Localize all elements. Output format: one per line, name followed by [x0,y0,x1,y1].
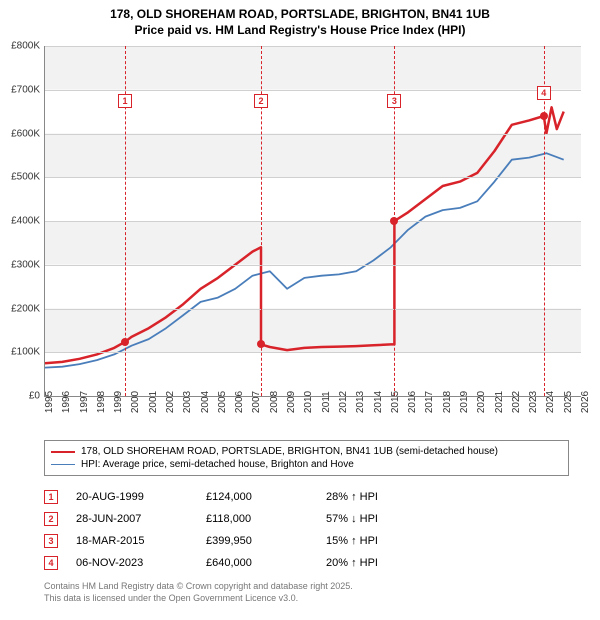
legend-swatch-property [51,451,75,453]
x-tick-label: 2001 [148,391,159,413]
transaction-row: 1 20-AUG-1999£124,00028% ↑ HPI [44,486,436,508]
transaction-price: £124,000 [206,491,326,503]
y-tick-label: £0 [0,391,40,402]
x-tick-label: 2026 [580,391,591,413]
transaction-marker: 3 [44,534,58,548]
x-tick-label: 2002 [165,391,176,413]
x-tick-label: 2009 [286,391,297,413]
y-tick-label: £100K [0,347,40,358]
transaction-delta: 28% ↑ HPI [326,491,436,503]
transaction-delta: 20% ↑ HPI [326,557,436,569]
chart-area: 1 2 3 4 £0 £100K £200K £300K £400K £500K £600K £70… [0,46,600,432]
transaction-marker: 4 [44,556,58,570]
marker-box: 1 [118,94,132,108]
x-tick-label: 2022 [511,391,522,413]
x-tick-label: 2017 [424,391,435,413]
x-tick-label: 2006 [234,391,245,413]
x-tick-label: 2013 [355,391,366,413]
chart-container: 178, OLD SHOREHAM ROAD, PORTSLADE, BRIGH… [0,0,600,620]
x-tick-label: 2018 [442,391,453,413]
transaction-row: 3 18-MAR-2015£399,95015% ↑ HPI [44,530,436,552]
transaction-date: 18-MAR-2015 [76,535,206,547]
legend-label-hpi: HPI: Average price, semi-detached house,… [81,459,354,470]
x-tick-label: 2020 [476,391,487,413]
footnote-line-1: Contains HM Land Registry data © Crown c… [44,581,353,591]
y-tick-label: £200K [0,303,40,314]
legend-item-hpi: HPI: Average price, semi-detached house,… [51,458,562,471]
x-tick-label: 2010 [303,391,314,413]
x-tick-label: 2025 [563,391,574,413]
y-tick-label: £300K [0,259,40,270]
legend-item-property: 178, OLD SHOREHAM ROAD, PORTSLADE, BRIGH… [51,445,562,458]
x-tick-label: 1998 [96,391,107,413]
plot-area: 1 2 3 4 [44,46,581,397]
y-tick-label: £700K [0,84,40,95]
transaction-delta: 57% ↓ HPI [326,513,436,525]
x-tick-label: 1995 [44,391,55,413]
x-tick-label: 2008 [269,391,280,413]
legend-label-property: 178, OLD SHOREHAM ROAD, PORTSLADE, BRIGH… [81,446,498,457]
x-tick-label: 2012 [338,391,349,413]
x-tick-label: 2023 [528,391,539,413]
x-tick-label: 2000 [130,391,141,413]
y-tick-label: £800K [0,41,40,52]
x-tick-label: 2004 [200,391,211,413]
title-line-1: 178, OLD SHOREHAM ROAD, PORTSLADE, BRIGH… [110,7,490,21]
transaction-price: £118,000 [206,513,326,525]
legend-swatch-hpi [51,464,75,465]
x-tick-label: 2003 [182,391,193,413]
footnote-line-2: This data is licensed under the Open Gov… [44,593,298,603]
transaction-row: 4 06-NOV-2023£640,00020% ↑ HPI [44,552,436,574]
transaction-price: £399,950 [206,535,326,547]
legend: 178, OLD SHOREHAM ROAD, PORTSLADE, BRIGH… [44,440,569,476]
transaction-marker: 1 [44,490,58,504]
transaction-marker: 2 [44,512,58,526]
x-tick-label: 2011 [321,391,332,413]
y-tick-label: £400K [0,216,40,227]
transaction-price: £640,000 [206,557,326,569]
x-tick-label: 1996 [61,391,72,413]
transaction-date: 06-NOV-2023 [76,557,206,569]
transactions-table: 1 20-AUG-1999£124,00028% ↑ HPI 2 28-JUN-200… [44,486,436,574]
marker-box: 4 [537,86,551,100]
x-tick-label: 2019 [459,391,470,413]
marker-box: 2 [254,94,268,108]
x-tick-label: 2005 [217,391,228,413]
x-tick-label: 2015 [390,391,401,413]
transaction-delta: 15% ↑ HPI [326,535,436,547]
transaction-date: 28-JUN-2007 [76,513,206,525]
transaction-row: 2 28-JUN-2007£118,00057% ↓ HPI [44,508,436,530]
transaction-date: 20-AUG-1999 [76,491,206,503]
x-tick-label: 2016 [407,391,418,413]
x-tick-label: 2024 [545,391,556,413]
x-tick-label: 2014 [373,391,384,413]
marker-box: 3 [387,94,401,108]
title-line-2: Price paid vs. HM Land Registry's House … [135,23,466,37]
chart-title: 178, OLD SHOREHAM ROAD, PORTSLADE, BRIGH… [0,0,600,38]
footnote: Contains HM Land Registry data © Crown c… [44,580,353,604]
x-tick-label: 1997 [79,391,90,413]
x-tick-label: 2007 [251,391,262,413]
x-tick-label: 1999 [113,391,124,413]
y-tick-label: £500K [0,172,40,183]
x-tick-label: 2021 [494,391,505,413]
y-tick-label: £600K [0,128,40,139]
